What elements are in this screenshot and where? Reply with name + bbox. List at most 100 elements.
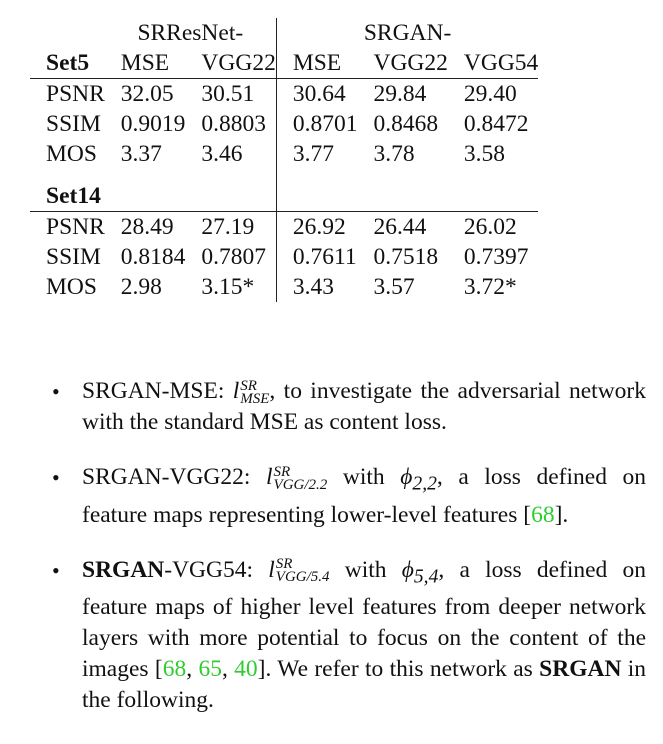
separator: :	[246, 556, 254, 583]
variant-name-rest: -VGG54	[164, 556, 247, 583]
set5-label: Set5	[30, 48, 105, 79]
comparison-table: SRResNet- SRGAN- Set5 MSE VGG22 MSE VGG2…	[30, 18, 539, 302]
table-cell: 0.7397	[463, 244, 529, 270]
with-text: with	[327, 464, 401, 490]
citation-link[interactable]: 68	[531, 501, 555, 528]
loss-superscript: SR	[275, 556, 293, 573]
table-cell: 28.49	[120, 214, 174, 240]
bullet-text-3: in the following.	[82, 656, 647, 714]
col-header: VGG54	[447, 48, 539, 79]
bullet-dot-icon: •	[52, 557, 60, 583]
metric-label: SSIM	[46, 111, 101, 137]
bullet-srgan-mse: • SRGAN-MSE: l SR MSE, to investigate the …	[52, 376, 646, 438]
loss-scripts: SR MSE	[240, 377, 270, 407]
citation-link[interactable]: 40	[234, 656, 258, 683]
table-row: PSNR 28.49 27.19 26.92 26.44 26.02	[30, 211, 538, 242]
table-cell: 0.8803	[201, 111, 267, 137]
table-cell: 3.78	[373, 141, 415, 167]
table-cell: 0.7807	[201, 244, 267, 270]
set14-label: Set14	[30, 181, 105, 212]
phi-subscript: 2,2	[412, 473, 437, 495]
loss-subscript: MSE	[240, 390, 270, 407]
variant-name-bold: SRGAN	[82, 556, 165, 583]
col-header: MSE	[275, 48, 358, 79]
table-cell: 30.51	[201, 81, 255, 107]
table-cell: 30.64	[275, 78, 358, 109]
bullet-text-2: ]. We refer to this network as	[257, 656, 540, 683]
loss-scripts: SR VGG/2.2	[273, 463, 328, 493]
col-header: MSE	[104, 48, 186, 79]
phi-symbol: ϕ	[401, 556, 414, 583]
table-cell: 2.98	[120, 274, 162, 300]
table-cell: 3.15*	[201, 274, 255, 300]
bullet-srgan-vgg54: • SRGAN-VGG54: l SR VGG/5.4 with ϕ5,4, a l…	[52, 556, 647, 714]
loss-symbol: l	[268, 556, 275, 583]
table-cell: 0.8701	[275, 109, 358, 139]
table-cell: 29.40	[463, 81, 517, 107]
table-cell: 26.92	[275, 211, 358, 242]
bullet-dot-icon: •	[52, 379, 60, 404]
table-cell: 0.8472	[463, 111, 529, 137]
table-cell: 3.57	[373, 274, 415, 300]
table-cell: 0.9019	[120, 111, 186, 137]
table-cell: 3.58	[463, 141, 506, 167]
group-header-row: SRResNet- SRGAN-	[30, 18, 539, 48]
col-header: VGG22	[357, 48, 448, 79]
table-cell: 29.84	[373, 81, 427, 107]
citation-link[interactable]: 68	[162, 656, 187, 683]
group-srresnet: SRResNet-	[137, 20, 244, 46]
loss-scripts: SR VGG/5.4	[275, 556, 330, 586]
metric-label: MOS	[46, 141, 97, 167]
bullet-dot-icon: •	[52, 465, 60, 490]
metric-label: PSNR	[46, 81, 105, 107]
group-srgan: SRGAN-	[275, 18, 539, 48]
col-header: VGG22	[185, 48, 277, 79]
metric-label: PSNR	[46, 214, 105, 240]
table-cell: 32.05	[120, 81, 174, 107]
table-cell: 3.72*	[463, 274, 517, 300]
results-table: SRResNet- SRGAN- Set5 MSE VGG22 MSE VGG2…	[30, 18, 642, 302]
bullet-text: , to investigate the adversarial network…	[82, 378, 647, 435]
table-cell: 3.43	[275, 272, 358, 302]
table-row: MOS 3.37 3.46 3.77 3.78 3.58	[30, 139, 538, 169]
metric-label: MOS	[46, 274, 97, 300]
loss-subscript: VGG/2.2	[273, 476, 328, 493]
table-cell: 3.77	[275, 139, 358, 169]
phi-subscript: 5,4	[413, 566, 439, 588]
with-text: with	[329, 556, 402, 583]
loss-subscript: VGG/5.4	[275, 569, 330, 586]
table-row: PSNR 32.05 30.51 30.64 29.84 29.40	[30, 78, 538, 109]
bullet-srgan-vgg22: • SRGAN-VGG22: l SR VGG/2.2 with ϕ2,2, a l…	[52, 462, 646, 531]
phi-symbol: ϕ	[400, 464, 413, 490]
variant-name: SRGAN-MSE	[82, 378, 218, 404]
column-header-row: Set5 MSE VGG22 MSE VGG22 VGG54	[30, 48, 539, 79]
loss-symbol: l	[232, 378, 240, 404]
srgan-reference: SRGAN	[539, 656, 622, 683]
citation-link[interactable]: 65	[198, 656, 222, 683]
table-cell: 0.8184	[120, 244, 186, 270]
table-row: SSIM 0.8184 0.7807 0.7611 0.7518 0.7397	[30, 242, 538, 272]
bullet-text: , a loss defined on feature maps represe…	[82, 464, 647, 528]
table-row: SSIM 0.9019 0.8803 0.8701 0.8468 0.8472	[30, 109, 538, 139]
table-cell: 0.7518	[373, 244, 439, 270]
table-cell: 26.44	[373, 214, 427, 240]
table-cell: 0.7611	[275, 242, 358, 272]
variant-name: SRGAN-VGG22	[82, 464, 244, 490]
loss-symbol: l	[266, 464, 273, 490]
bullet-text: , a loss defined on feature maps of high…	[82, 556, 647, 683]
table-cell: 27.19	[201, 214, 255, 240]
loss-superscript: SR	[273, 463, 291, 480]
separator: :	[243, 464, 251, 490]
separator: :	[217, 378, 225, 404]
metric-label: SSIM	[46, 244, 101, 270]
bullet-end: ].	[554, 501, 569, 528]
bullet-list: • SRGAN-MSE: l SR MSE, to investigate the …	[52, 376, 646, 740]
table-cell: 0.8468	[373, 111, 439, 137]
table-cell: 26.02	[463, 214, 517, 240]
table-cell: 3.46	[201, 141, 243, 167]
spacer-row	[30, 169, 538, 181]
table-cell: 3.37	[120, 141, 162, 167]
loss-superscript: SR	[240, 377, 257, 394]
set14-header-row: Set14	[30, 181, 539, 212]
table-row: MOS 2.98 3.15* 3.43 3.57 3.72*	[30, 272, 538, 302]
